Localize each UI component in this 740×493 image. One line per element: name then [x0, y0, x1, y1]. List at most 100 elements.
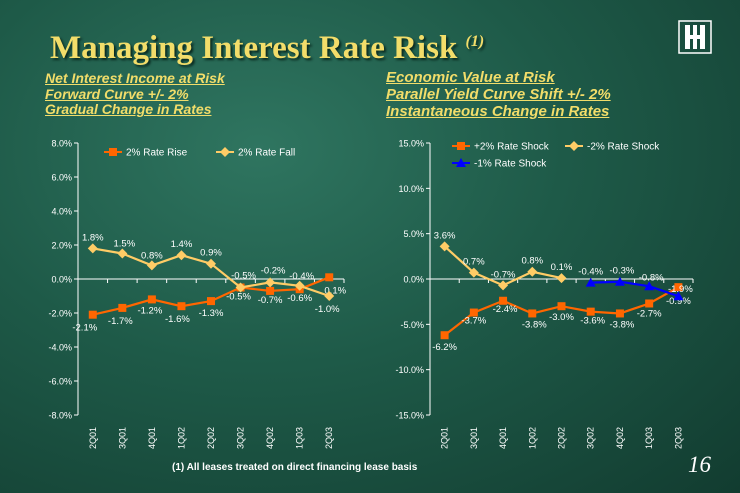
right-chart-subtitle: Economic Value at Risk Parallel Yield Cu…: [386, 69, 611, 120]
data-label: -1.6%: [165, 314, 190, 325]
legend-entry: 2% Rate Rise: [126, 148, 188, 159]
x-tick-label: 2Q01: [440, 427, 450, 449]
data-point: [294, 280, 305, 291]
data-point: [469, 308, 478, 317]
x-tick-label: 2Q01: [88, 427, 98, 449]
data-point: [207, 297, 215, 306]
data-point: [528, 309, 537, 318]
y-tick-label: 5.0%: [403, 229, 424, 239]
y-tick-label: -8.0%: [48, 411, 72, 421]
data-label: -0.5%: [226, 292, 251, 303]
data-point: [147, 295, 156, 304]
legend-marker: [457, 142, 465, 150]
data-label: -1.0%: [315, 304, 340, 315]
x-tick-label: 1Q02: [176, 427, 186, 449]
data-label: 1.4%: [171, 239, 193, 250]
data-point: [265, 277, 276, 288]
x-tick-label: 2Q03: [324, 427, 334, 449]
data-point: [176, 250, 187, 261]
x-tick-label: 1Q03: [295, 427, 305, 449]
y-tick-label: 0.0%: [403, 275, 424, 285]
data-label: -6.2%: [432, 342, 457, 353]
x-tick-label: 3Q01: [117, 427, 127, 449]
data-point: [439, 241, 450, 252]
data-label: -2.1%: [72, 323, 97, 334]
data-label: 0.8%: [521, 256, 543, 267]
data-label: -1.7%: [108, 316, 133, 327]
footnote: (1) All leases treated on direct financi…: [172, 462, 418, 473]
data-label: -0.4%: [289, 271, 314, 282]
legend-marker: [569, 141, 579, 151]
data-label: 0.9%: [200, 248, 222, 259]
x-tick-label: 4Q02: [615, 427, 625, 449]
title-footnote-marker: (1): [465, 33, 485, 50]
data-point: [117, 248, 128, 259]
data-label: -2.4%: [493, 304, 518, 315]
data-point: [88, 310, 97, 319]
data-label: 0.8%: [141, 250, 163, 261]
x-tick-label: 2Q02: [557, 427, 567, 449]
y-tick-label: 0.0%: [51, 275, 72, 285]
legend-marker: [220, 147, 230, 157]
data-label: -1.3%: [199, 308, 224, 319]
x-tick-label: 4Q02: [265, 427, 275, 449]
legend-entry: +2% Rate Shock: [474, 142, 550, 153]
data-label: -0.5%: [231, 271, 256, 282]
right-subtitle-line: Economic Value at Risk: [386, 69, 555, 86]
data-label: -1.2%: [137, 305, 162, 316]
data-label: -3.6%: [580, 316, 605, 327]
data-label: 1.5%: [114, 239, 136, 250]
data-point: [177, 302, 186, 311]
left-chart-subtitle: Net Interest Income at Risk Forward Curv…: [45, 70, 225, 118]
page-number: 16: [688, 452, 711, 477]
data-point: [556, 273, 567, 284]
data-label: -3.8%: [522, 319, 547, 330]
data-point: [206, 258, 216, 269]
data-label: -2.7%: [637, 308, 662, 319]
x-tick-label: 4Q01: [498, 427, 508, 449]
x-tick-label: 4Q01: [147, 427, 157, 449]
data-point: [527, 266, 538, 277]
y-tick-label: 15.0%: [398, 139, 424, 149]
data-label: 0.1%: [551, 262, 573, 273]
data-label: -0.7%: [491, 269, 516, 280]
y-tick-label: 2.0%: [51, 241, 72, 251]
y-tick-label: -10.0%: [395, 365, 424, 375]
data-point: [325, 273, 334, 282]
data-point: [644, 281, 655, 291]
data-point: [615, 309, 624, 318]
right-subtitle-line: Instantaneous Change in Rates: [386, 102, 610, 120]
y-tick-label: -4.0%: [48, 343, 72, 353]
data-point: [586, 307, 595, 316]
bank-logo-icon: [678, 20, 712, 54]
y-tick-label: -6.0%: [48, 377, 72, 387]
data-point: [235, 282, 246, 293]
x-tick-label: 3Q02: [586, 427, 596, 449]
data-label: -0.8%: [639, 272, 664, 283]
data-point: [440, 331, 449, 340]
data-point: [499, 296, 508, 305]
data-label: -0.6%: [287, 293, 312, 304]
data-point: [146, 260, 157, 271]
right-subtitle-line: Parallel Yield Curve Shift +/- 2%: [386, 85, 611, 103]
data-label: -0.7%: [258, 295, 283, 306]
data-point: [498, 280, 509, 291]
x-tick-label: 2Q02: [206, 427, 216, 449]
left-subtitle-line: Net Interest Income at Risk: [45, 70, 225, 86]
data-label: -0.3%: [610, 266, 635, 277]
data-label: 0.1%: [324, 285, 346, 296]
data-label: -3.7%: [461, 316, 486, 327]
data-label: 0.7%: [463, 257, 485, 268]
x-tick-label: 3Q01: [469, 427, 479, 449]
data-label: -0.4%: [578, 267, 603, 278]
x-tick-label: 2Q03: [673, 427, 683, 449]
data-label: -3.8%: [610, 319, 635, 330]
y-tick-label: 10.0%: [398, 184, 424, 194]
y-tick-label: 6.0%: [51, 173, 72, 183]
y-tick-label: -5.0%: [400, 320, 424, 330]
x-tick-label: 1Q03: [644, 427, 654, 449]
x-tick-label: 1Q02: [527, 427, 537, 449]
data-point: [645, 299, 654, 308]
data-label: -0.2%: [261, 265, 286, 276]
